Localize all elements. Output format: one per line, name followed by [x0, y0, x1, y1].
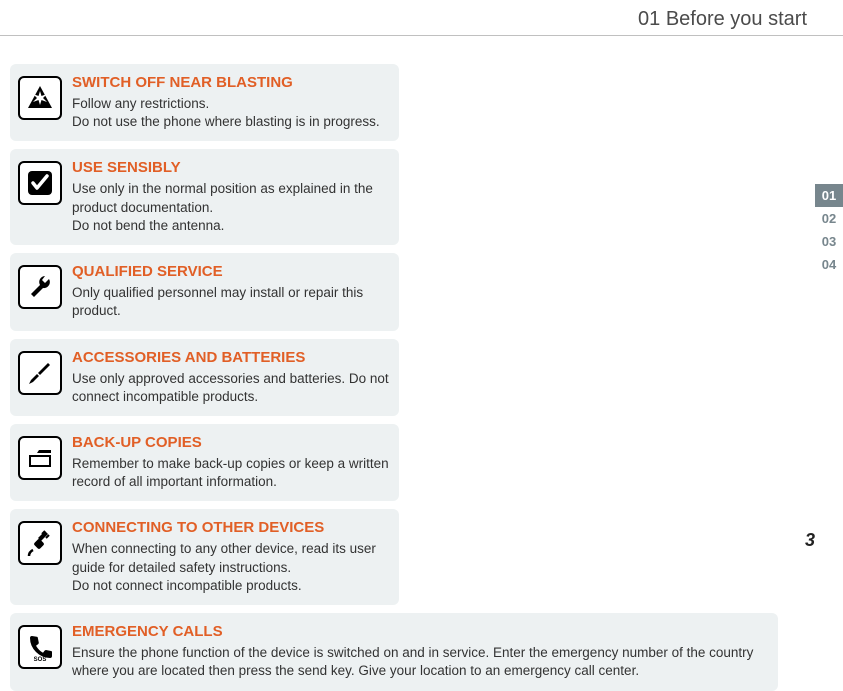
cards-grid: SWITCH OFF NEAR BLASTING Follow any rest… [0, 64, 790, 691]
card-body: Use only in the normal position as expla… [72, 180, 389, 235]
sos-phone-icon: SOS [18, 625, 62, 669]
card-body: Ensure the phone function of the device … [72, 644, 768, 680]
card-title: ACCESSORIES AND BATTERIES [72, 349, 389, 366]
header-rule [0, 35, 843, 36]
side-tab-04[interactable]: 04 [815, 253, 843, 276]
card-title: QUALIFIED SERVICE [72, 263, 389, 280]
card-title: SWITCH OFF NEAR BLASTING [72, 74, 389, 91]
card-qualified: QUALIFIED SERVICE Only qualified personn… [10, 253, 399, 330]
card-connecting: CONNECTING TO OTHER DEVICES When connect… [10, 509, 399, 605]
page-number: 3 [805, 530, 815, 551]
side-tab-03[interactable]: 03 [815, 230, 843, 253]
wrench-icon [18, 265, 62, 309]
card-title: CONNECTING TO OTHER DEVICES [72, 519, 389, 536]
card-accessories: ACCESSORIES AND BATTERIES Use only appro… [10, 339, 399, 416]
card-body: When connecting to any other device, rea… [72, 540, 389, 595]
card-title: BACK-UP COPIES [72, 434, 389, 451]
page-header: 01 Before you start [0, 0, 843, 35]
card-title: EMERGENCY CALLS [72, 623, 768, 640]
card-backup: BACK-UP COPIES Remember to make back-up … [10, 424, 399, 501]
folder-icon [18, 436, 62, 480]
card-body: Only qualified personnel may install or … [72, 284, 389, 320]
card-body: Use only approved accessories and batter… [72, 370, 389, 406]
svg-text:SOS: SOS [34, 657, 47, 662]
side-tabs: 01 02 03 04 [815, 184, 843, 276]
card-body: Follow any restrictions. Do not use the … [72, 95, 389, 131]
card-body: Remember to make back-up copies or keep … [72, 455, 389, 491]
explosion-icon [18, 76, 62, 120]
side-tab-02[interactable]: 02 [815, 207, 843, 230]
card-sensibly: USE SENSIBLY Use only in the normal posi… [10, 149, 399, 245]
side-tab-01[interactable]: 01 [815, 184, 843, 207]
card-blasting: SWITCH OFF NEAR BLASTING Follow any rest… [10, 64, 399, 141]
header-title: 01 Before you start [638, 8, 807, 30]
plug-icon [18, 521, 62, 565]
screwdriver-icon [18, 351, 62, 395]
checkmark-icon [18, 161, 62, 205]
card-title: USE SENSIBLY [72, 159, 389, 176]
card-emergency: SOS EMERGENCY CALLS Ensure the phone fun… [10, 613, 778, 690]
